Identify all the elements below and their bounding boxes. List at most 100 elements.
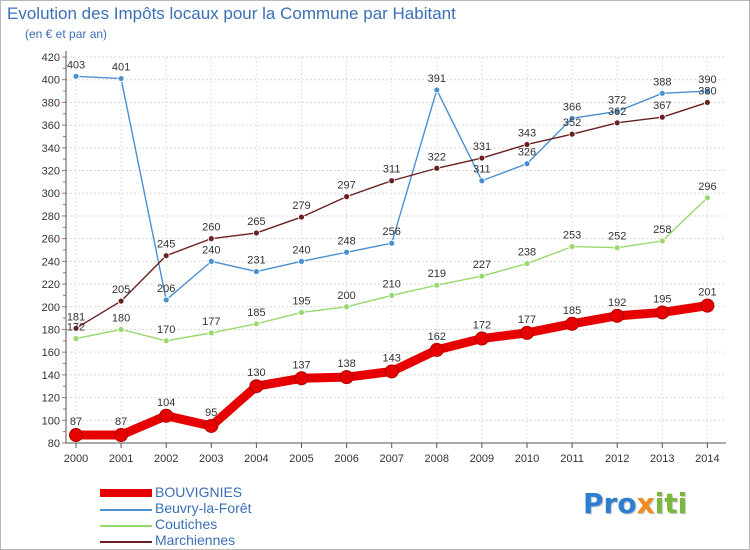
chart-title: Evolution des Impôts locaux pour la Comm… <box>7 4 456 23</box>
data-point-bouvignies-2003 <box>204 418 219 433</box>
data-label-coutiches-2005: 195 <box>292 295 310 307</box>
data-label-coutiches-2011: 253 <box>563 230 581 242</box>
x-tick-label-2005: 2005 <box>289 453 313 465</box>
data-label-bouvignies-2001: 87 <box>115 416 127 428</box>
y-tick-label-280: 280 <box>42 211 60 223</box>
x-tick-label-2012: 2012 <box>605 453 629 465</box>
data-point-marchiennes-2005 <box>298 213 305 221</box>
data-point-bouvignies-2013 <box>655 305 670 320</box>
proxiti-logo: Proxiti <box>583 487 688 520</box>
legend-label-beuvry: Beuvry-la-Forêt <box>155 500 252 516</box>
data-point-beuvry-2004 <box>252 268 260 275</box>
data-label-beuvry-2005: 240 <box>292 244 310 256</box>
y-tick-label-420: 420 <box>42 52 60 64</box>
data-label-beuvry-2014: 390 <box>698 74 716 86</box>
data-label-coutiches-2014: 296 <box>698 181 716 193</box>
legend-swatch-bouvignies <box>100 489 152 497</box>
data-label-coutiches-2002: 170 <box>157 324 175 336</box>
data-point-bouvignies-2000 <box>69 428 83 443</box>
data-point-marchiennes-2012 <box>613 119 621 127</box>
data-point-bouvignies-2007 <box>384 364 399 379</box>
data-label-beuvry-2009: 311 <box>473 164 491 176</box>
data-label-bouvignies-2007: 143 <box>383 352 401 364</box>
data-label-bouvignies-2002: 104 <box>157 397 175 409</box>
data-point-marchiennes-2002 <box>162 252 170 260</box>
data-label-marchiennes-2009: 331 <box>473 141 491 153</box>
legend-label-marchiennes: Marchiennes <box>155 532 236 548</box>
data-point-coutiches-2002 <box>162 337 170 345</box>
data-point-marchiennes-2006 <box>343 193 351 201</box>
data-label-beuvry-2010: 326 <box>518 147 536 159</box>
data-point-beuvry-2005 <box>298 257 305 265</box>
data-label-marchiennes-2011: 352 <box>563 117 581 129</box>
x-tick-label-2000: 2000 <box>64 453 88 465</box>
data-label-beuvry-2004: 231 <box>247 255 265 267</box>
data-point-beuvry-2009 <box>478 177 486 185</box>
data-point-bouvignies-2001 <box>114 428 129 443</box>
data-label-beuvry-2013: 388 <box>653 76 671 88</box>
data-label-beuvry-2002: 206 <box>157 283 175 295</box>
y-tick-label-80: 80 <box>48 438 60 450</box>
data-point-marchiennes-2010 <box>523 141 531 148</box>
data-point-coutiches-2013 <box>658 237 666 245</box>
data-label-bouvignies-2006: 138 <box>337 358 355 370</box>
data-label-bouvignies-2013: 195 <box>653 293 671 305</box>
data-point-marchiennes-2001 <box>117 297 125 305</box>
data-label-bouvignies-2005: 137 <box>292 359 310 371</box>
data-point-coutiches-2014 <box>704 194 711 202</box>
y-tick-label-120: 120 <box>42 393 60 405</box>
data-label-marchiennes-2002: 245 <box>157 239 175 251</box>
x-tick-label-2011: 2011 <box>560 453 584 465</box>
y-tick-label-220: 220 <box>42 279 60 291</box>
data-label-coutiches-2008: 219 <box>428 268 446 280</box>
data-point-bouvignies-2006 <box>339 370 354 385</box>
data-label-bouvignies-2000: 87 <box>70 416 82 428</box>
data-label-marchiennes-2012: 362 <box>608 106 626 118</box>
data-label-marchiennes-2010: 343 <box>518 127 536 139</box>
data-point-coutiches-2007 <box>388 292 396 299</box>
data-label-coutiches-2007: 210 <box>383 278 401 290</box>
legend-swatch-coutiches <box>100 525 152 527</box>
data-point-beuvry-2014 <box>704 87 711 95</box>
y-tick-label-340: 340 <box>42 143 60 155</box>
data-point-marchiennes-2008 <box>433 164 441 172</box>
data-label-marchiennes-2006: 297 <box>337 180 355 192</box>
data-label-coutiches-2003: 177 <box>202 316 220 328</box>
data-label-bouvignies-2004: 130 <box>247 367 265 379</box>
data-label-coutiches-2004: 185 <box>247 307 265 319</box>
data-label-coutiches-2010: 238 <box>518 247 536 259</box>
data-label-marchiennes-2007: 311 <box>383 164 401 176</box>
data-label-bouvignies-2010: 177 <box>518 314 536 326</box>
data-point-beuvry-2010 <box>523 160 531 168</box>
data-label-beuvry-2011: 366 <box>563 101 581 113</box>
data-point-beuvry-2012 <box>613 108 621 115</box>
data-point-bouvignies-2005 <box>294 371 309 386</box>
data-point-bouvignies-2010 <box>520 325 534 340</box>
data-point-coutiches-2000 <box>72 335 80 342</box>
data-point-bouvignies-2009 <box>474 331 489 346</box>
data-point-beuvry-2000 <box>72 72 80 80</box>
x-tick-label-2009: 2009 <box>470 453 494 465</box>
data-label-coutiches-2001: 180 <box>112 312 130 324</box>
y-tick-label-160: 160 <box>42 347 60 359</box>
data-point-coutiches-2006 <box>343 303 351 311</box>
data-point-coutiches-2008 <box>433 281 441 289</box>
data-point-marchiennes-2000 <box>72 324 80 332</box>
data-label-marchiennes-2008: 322 <box>428 151 446 163</box>
y-tick-label-400: 400 <box>42 75 60 87</box>
x-tick-label-2006: 2006 <box>334 453 358 465</box>
data-point-coutiches-2003 <box>207 329 215 337</box>
data-label-bouvignies-2008: 162 <box>428 331 446 343</box>
legend-label-bouvignies: BOUVIGNIES <box>155 484 243 500</box>
data-point-bouvignies-2014 <box>700 298 715 313</box>
data-point-coutiches-2005 <box>298 309 305 316</box>
data-label-marchiennes-2014: 380 <box>698 85 716 97</box>
data-point-coutiches-2001 <box>117 326 125 333</box>
data-point-coutiches-2012 <box>613 244 621 252</box>
data-label-bouvignies-2014: 201 <box>698 287 716 299</box>
x-tick-label-2003: 2003 <box>199 453 223 465</box>
data-label-beuvry-2012: 372 <box>608 94 626 106</box>
y-tick-label-320: 320 <box>42 166 60 178</box>
data-point-beuvry-2008 <box>433 86 441 94</box>
